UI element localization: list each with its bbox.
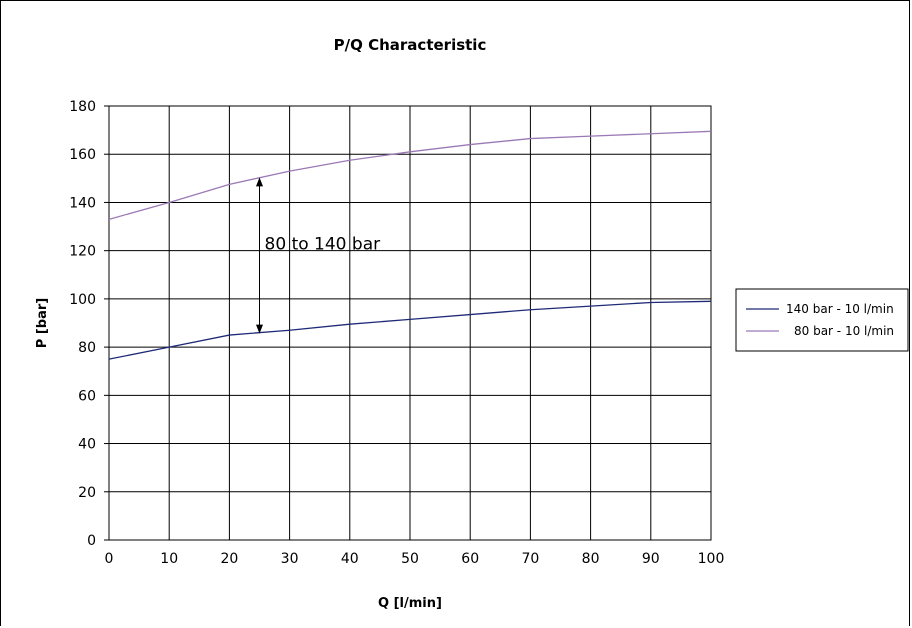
y-tick-label: 20 [78,485,96,501]
x-axis-label: Q [l/min] [378,596,442,611]
y-tick-label: 140 [69,195,96,211]
legend-box [735,288,909,352]
annotation-text: 80 to 140 bar [265,234,381,254]
chart-title: P/Q Characteristic [334,36,487,54]
legend: 140 bar - 10 l/min 80 bar - 10 l/min [735,288,909,352]
y-tick-label: 40 [78,437,96,453]
x-tick-labels: 0 10 20 30 40 50 60 70 80 90 100 [105,551,725,567]
x-tick-label: 30 [281,551,299,567]
x-tick-label: 0 [105,551,114,567]
x-tick-label: 90 [642,551,660,567]
legend-label-2: 80 bar - 10 l/min [794,324,894,338]
y-tick-label: 120 [69,244,96,260]
x-tick-label: 100 [698,551,725,567]
legend-label-1: 140 bar - 10 l/min [786,302,894,316]
x-tick-label: 80 [582,551,600,567]
series-lines [108,130,712,360]
x-tick-label: 70 [521,551,539,567]
plot-area-border [108,105,712,541]
y-tick-label: 100 [69,292,96,308]
y-tick-label: 80 [78,340,96,356]
x-tick-label: 10 [160,551,178,567]
annotation: 80 to 140 bar [256,177,381,334]
x-tick-label: 40 [341,551,359,567]
y-axis-label: P [bar] [35,298,50,348]
y-tick-label: 0 [87,533,96,549]
y-tick-labels: 0 20 40 60 80 100 120 140 160 180 [69,99,96,549]
y-tick-label: 180 [69,99,96,115]
series-line-1 [108,300,712,360]
annotation-arrowhead-top [256,177,263,187]
y-tick-label: 160 [69,147,96,163]
y-tick-label: 60 [78,388,96,404]
x-tick-label: 50 [401,551,419,567]
annotation-arrowhead-bottom [256,324,263,334]
grid [104,105,712,541]
x-tick-label: 20 [220,551,238,567]
x-tick-label: 60 [461,551,479,567]
series-line-2 [108,130,712,220]
